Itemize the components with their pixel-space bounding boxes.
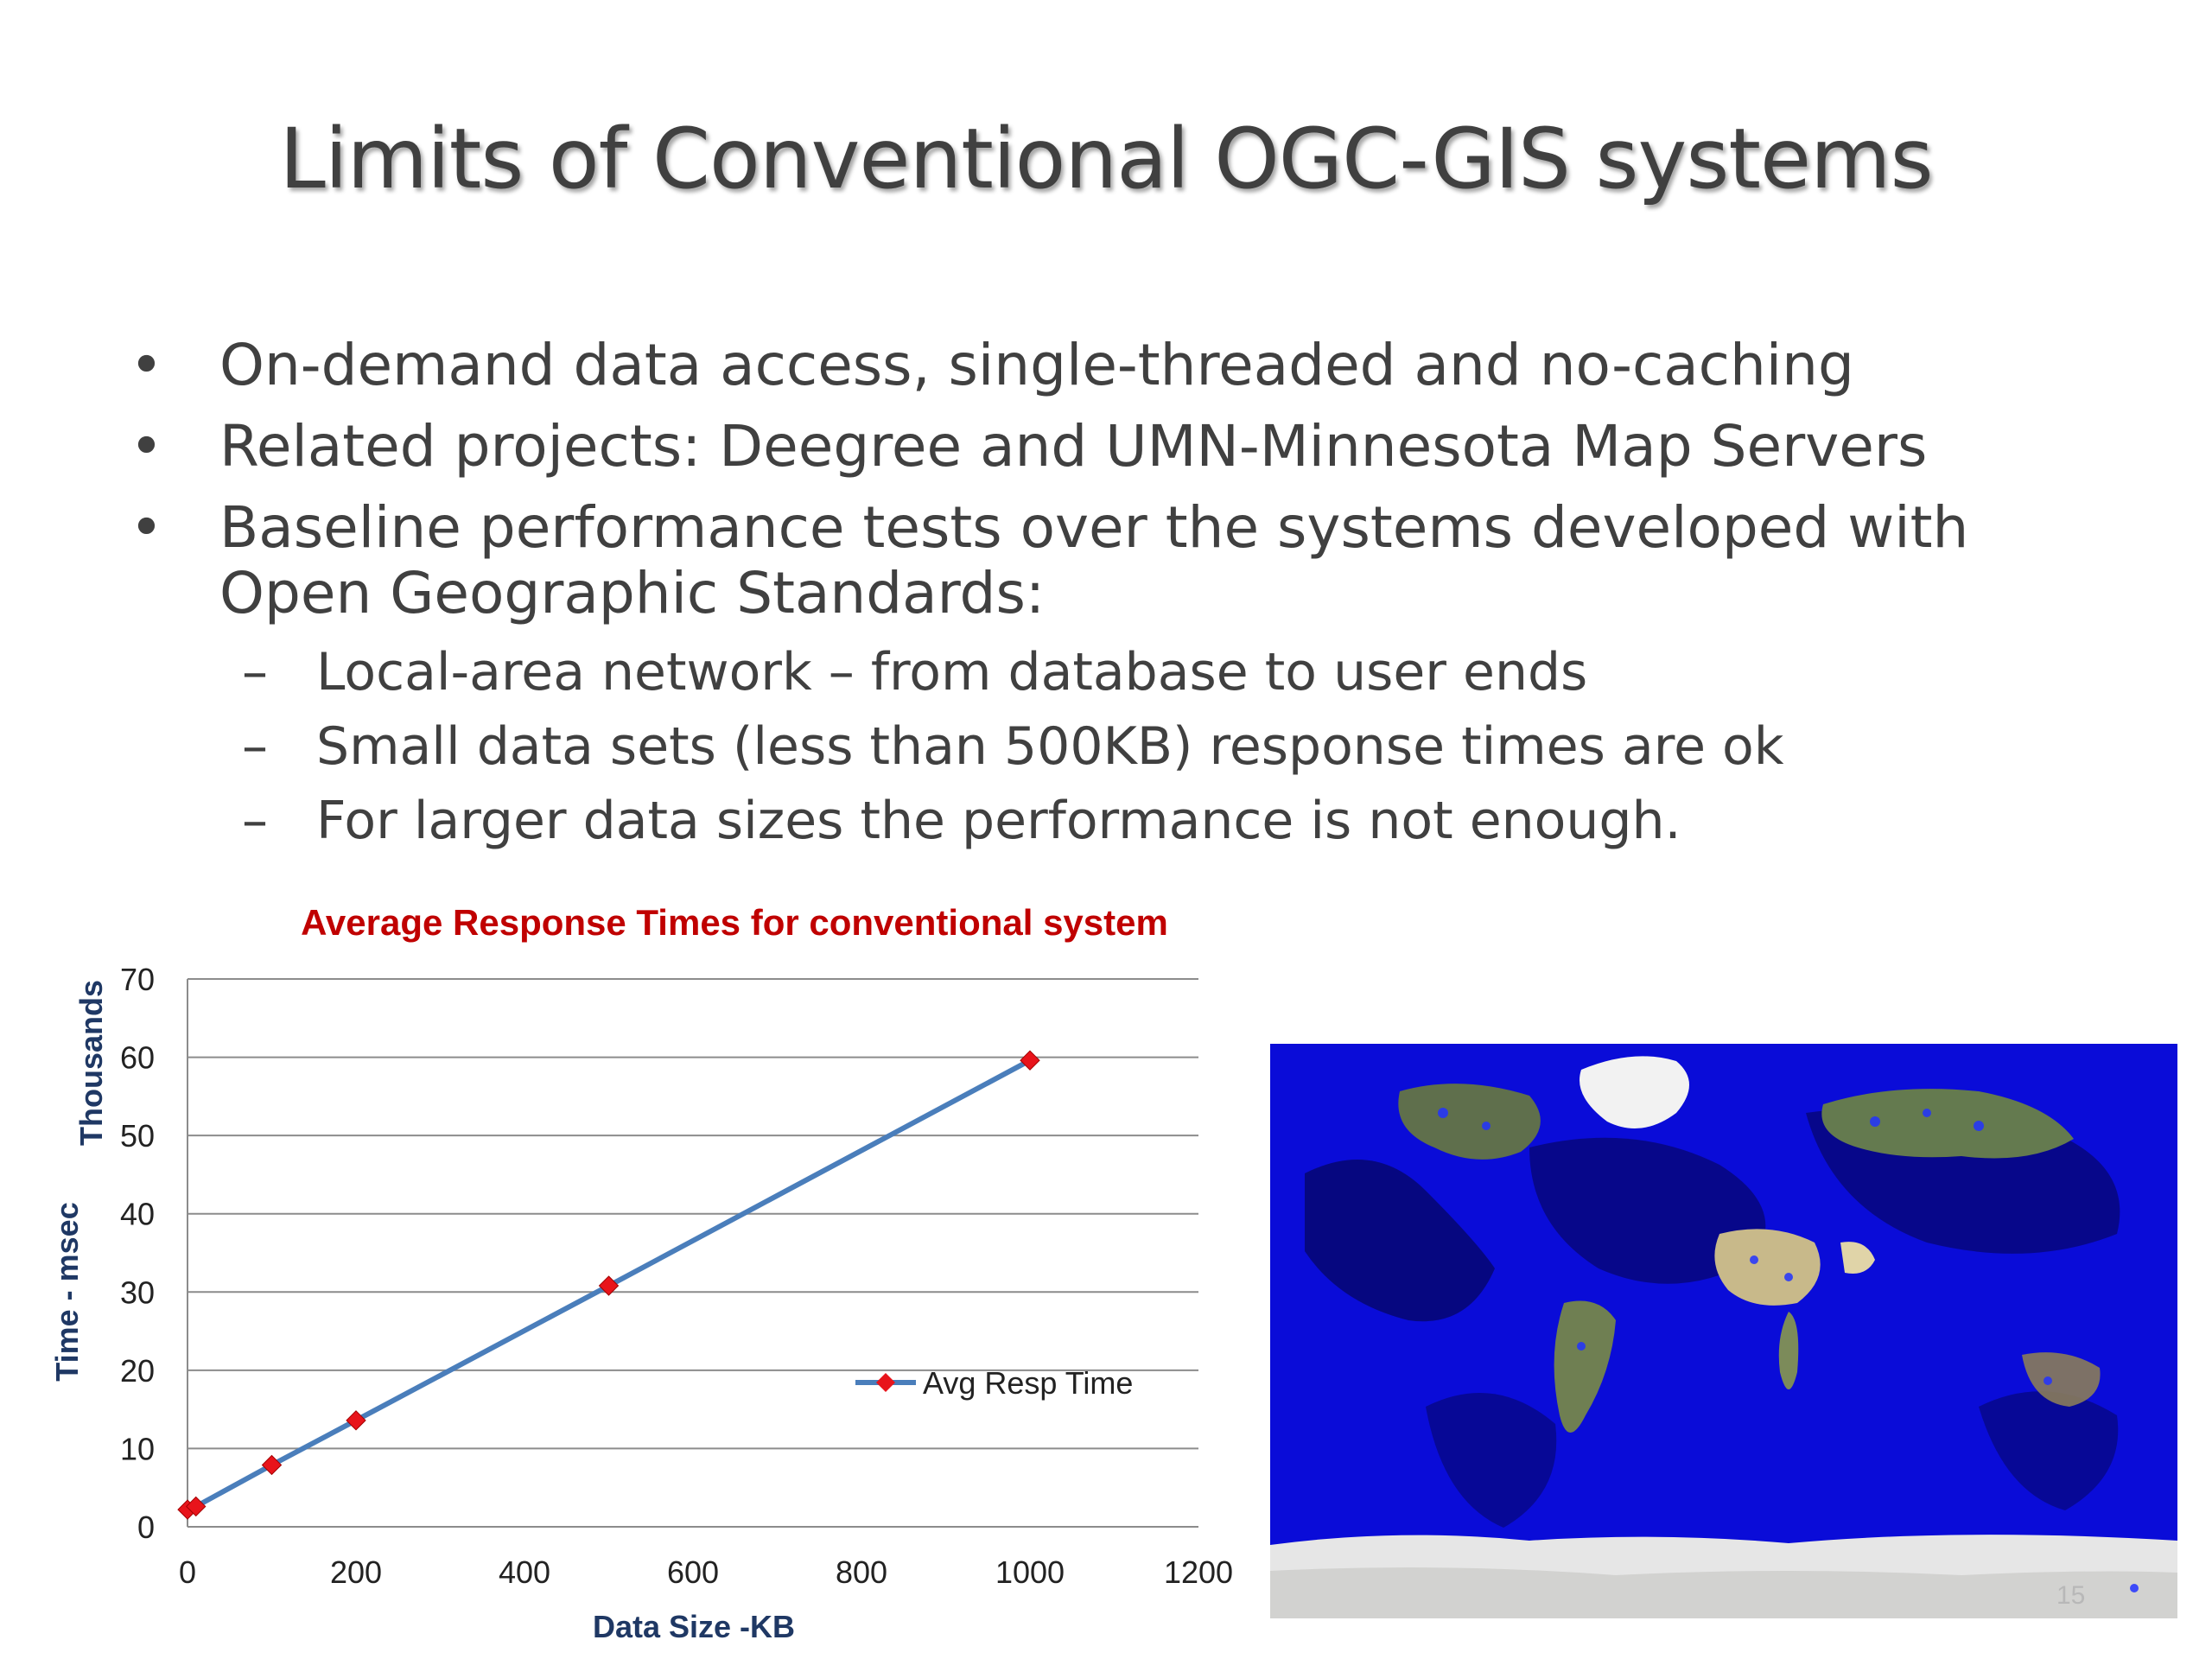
sub-bullet-text: Local-area network – from database to us… <box>316 642 1588 702</box>
world-map-drawing <box>1270 1044 2177 1618</box>
y-tick-label: 10 <box>120 1431 155 1466</box>
data-point-marker <box>186 1496 207 1517</box>
legend-marker <box>876 1373 895 1392</box>
bullet-item: • On-demand data access, single-threaded… <box>130 333 2117 398</box>
dash-icon: – <box>242 642 268 702</box>
y-tick-label: 50 <box>120 1118 155 1154</box>
legend-label: Avg Resp Time <box>923 1365 1133 1401</box>
y-tick-label: 30 <box>120 1274 155 1310</box>
dash-icon: – <box>242 716 268 777</box>
x-tick-label: 800 <box>836 1554 887 1590</box>
slide-number: 15 <box>2056 1581 2086 1610</box>
y-tick-label: 0 <box>137 1510 155 1545</box>
bullet-dot-icon: • <box>130 494 163 561</box>
x-tick-label: 400 <box>499 1554 550 1590</box>
x-tick-label: 600 <box>667 1554 719 1590</box>
bullet-item: • Baseline performance tests over the sy… <box>130 495 2117 626</box>
sub-bullet-text: Small data sets (less than 500KB) respon… <box>316 716 1784 777</box>
data-point-marker <box>1020 1050 1040 1071</box>
sub-bullet-text: For larger data sizes the performance is… <box>316 791 1681 851</box>
y-tick-label: 60 <box>120 1040 155 1076</box>
data-point-marker <box>598 1275 620 1296</box>
dash-icon: – <box>242 791 268 851</box>
y-axis-units-label: Thousands <box>73 980 109 1146</box>
bullet-text: On-demand data access, single-threaded a… <box>219 332 1854 398</box>
x-tick-label: 0 <box>179 1554 196 1590</box>
response-time-chart: Average Response Times for conventional … <box>49 902 1233 1644</box>
bullet-dot-icon: • <box>130 413 163 480</box>
y-tick-label: 20 <box>120 1353 155 1389</box>
bullet-list: • On-demand data access, single-threaded… <box>130 333 2117 865</box>
bullet-text: Baseline performance tests over the syst… <box>219 494 1969 626</box>
data-point-marker <box>261 1454 283 1476</box>
sub-bullet-item: – Small data sets (less than 500KB) resp… <box>130 716 2117 777</box>
bullet-dot-icon: • <box>130 332 163 398</box>
y-tick-label: 40 <box>120 1197 155 1232</box>
bullet-item: • Related projects: Deegree and UMN-Minn… <box>130 414 2117 480</box>
slide-title: Limits of Conventional OGC-GIS systems <box>279 111 1933 207</box>
chart-title: Average Response Times for conventional … <box>301 902 1168 943</box>
sub-bullet-item: – For larger data sizes the performance … <box>130 791 2117 851</box>
bullet-text: Related projects: Deegree and UMN-Minnes… <box>219 413 1928 480</box>
world-map-image <box>1270 1044 2177 1618</box>
y-axis-label: Time - msec <box>49 1202 85 1381</box>
data-point-marker <box>346 1410 366 1431</box>
y-tick-label: 70 <box>120 962 155 997</box>
sub-bullet-item: – Local-area network – from database to … <box>130 642 2117 702</box>
x-tick-label: 1200 <box>1164 1554 1233 1590</box>
x-tick-label: 200 <box>330 1554 382 1590</box>
x-tick-label: 1000 <box>995 1554 1065 1590</box>
x-axis-label: Data Size -KB <box>593 1609 795 1644</box>
